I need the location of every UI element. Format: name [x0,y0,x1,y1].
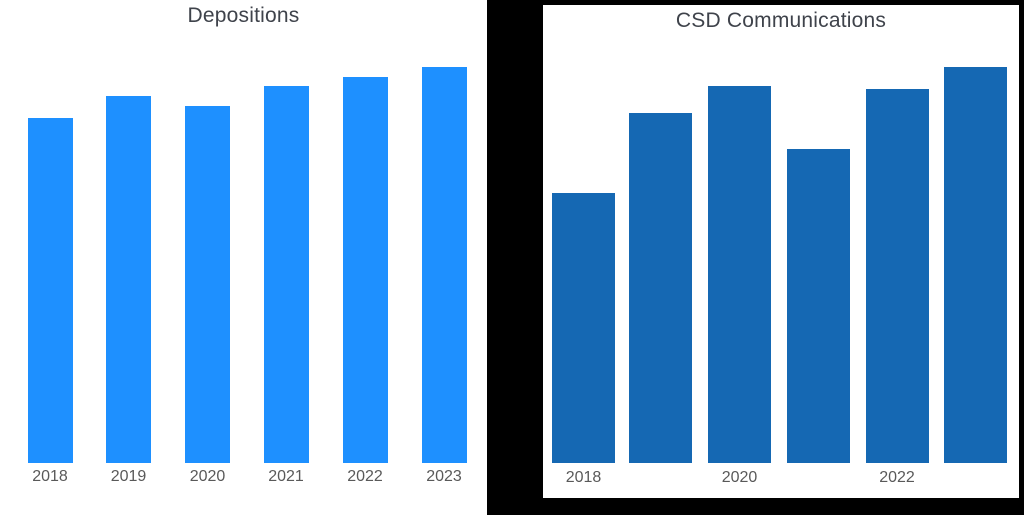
bar-2020 [185,106,230,463]
bar-2020 [708,86,771,463]
bar-2018 [27,118,73,463]
x-tick-2018: 2018 [32,468,68,485]
csd-communications-chart-panel: CSD Communications 2018 2020 2022 [543,5,1019,498]
x-tick-2022: 2022 [879,469,915,486]
x-tick-2021: 2021 [268,468,304,485]
x-tick-2018: 2018 [565,469,602,486]
csd-communications-plot-area: 2018 2020 2022 [543,5,1019,498]
bar-2023 [421,67,467,463]
bar-2021 [263,86,309,463]
x-tick-2023: 2023 [426,468,462,485]
x-tick-2020: 2020 [189,468,226,485]
chart-title-csd-communications: CSD Communications [675,9,887,32]
depositions-chart-panel: Depositions 2018 2019 2020 2021 2022 2023 [0,0,487,515]
bar-2018 [552,193,615,463]
bar-2019 [629,113,692,463]
bar-2023 [944,67,1007,463]
depositions-plot-area: 2018 2019 2020 2021 2022 2023 [0,0,487,515]
x-tick-2020: 2020 [721,469,758,486]
chart-title-depositions: Depositions [187,4,300,27]
x-tick-2019: 2019 [110,468,147,485]
bar-2021 [786,149,850,463]
bar-2022 [342,77,388,463]
bar-2019 [106,96,151,463]
x-tick-2022: 2022 [347,468,383,485]
bar-2022 [865,89,929,463]
